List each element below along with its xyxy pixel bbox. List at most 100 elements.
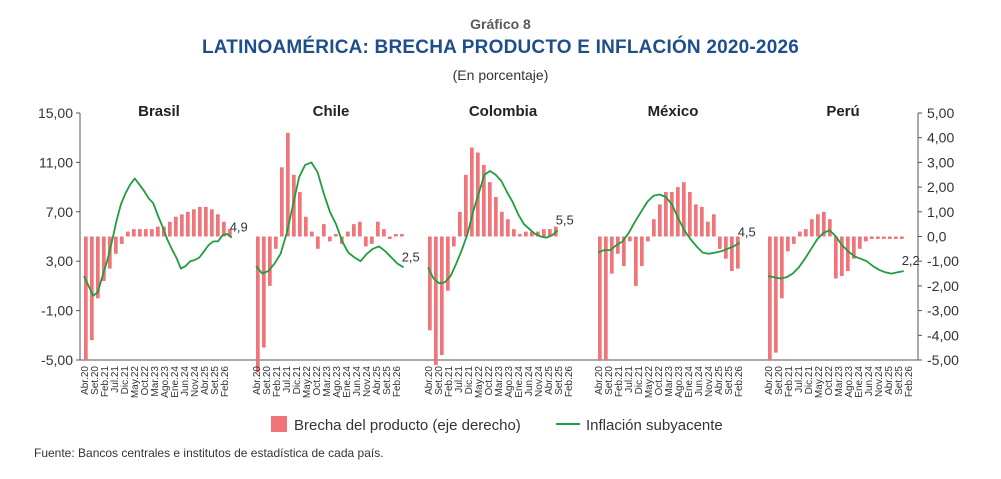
right-tick-label: 2,00 [927,179,954,195]
x-tick-label-chile: Dic.21 [292,366,303,395]
bar-colombia-10 [488,182,492,237]
line-brasil [83,177,233,297]
x-tick-label-per: Ene.24 [854,366,865,398]
end-label-per: 2,2 [902,253,920,268]
x-tick-label-chile: Ago.23 [332,366,343,398]
bar-mxico-2 [610,236,614,274]
bar-chile-2 [268,236,272,286]
bar-brasil-2 [96,236,100,299]
x-tick-label-chile: May.22 [302,366,313,398]
x-tick-label-brasil: May.22 [130,366,141,398]
bar-colombia-9 [482,164,486,237]
chart-supertitle: Gráfico 8 [470,16,531,32]
bar-per-4 [792,236,796,244]
bar-chile-9 [310,231,314,237]
x-tick-label-per: Abr.20 [764,366,775,395]
x-tick-label-brasil: Oct.22 [140,366,151,396]
x-tick-label-mxico: Mar.23 [664,366,675,397]
bar-brasil-12 [156,226,160,237]
bar-mxico-5 [628,236,632,242]
left-tick-label: 11,00 [39,154,73,170]
x-tick-label-per: Set.20 [774,366,785,395]
end-label-mxico: 4,5 [738,225,756,240]
bar-brasil-6 [120,236,124,244]
bar-chile-3 [274,236,278,249]
bar-per-19 [882,236,886,239]
bar-chile-13 [334,234,338,237]
bar-brasil-11 [150,229,154,237]
bar-per-8 [816,214,820,237]
left-tick-label: 3,00 [46,253,73,269]
x-tick-label-brasil: Mar.23 [150,366,161,397]
bar-brasil-18 [192,209,196,237]
panel-title-per: Perú [826,103,859,120]
bar-colombia-2 [440,236,444,356]
bar-brasil-17 [186,211,190,237]
bar-brasil-21 [210,209,214,237]
bar-chile-0 [256,236,260,373]
bar-per-13 [846,236,850,272]
panel-title-mxico: México [648,103,699,120]
x-tick-label-mxico: Nov.24 [704,366,715,397]
right-tick-label: -3,00 [927,303,959,319]
x-tick-label-per: Oct.22 [824,366,835,396]
bar-colombia-0 [428,236,432,331]
bar-chile-19 [370,236,374,244]
bar-chile-17 [358,221,362,237]
bar-per-15 [858,236,862,249]
source-note: Fuente: Bancos centrales e institutos de… [34,446,384,460]
line-per [767,229,904,280]
x-tick-label-brasil: Set.25 [210,366,221,395]
bar-colombia-5 [458,211,462,237]
legend-bar-label: Brecha del producto (eje derecho) [294,417,521,434]
bar-colombia-16 [524,231,528,237]
bar-per-7 [810,219,814,237]
bar-per-14 [852,236,856,259]
x-tick-label-per: Feb.21 [784,366,795,398]
bar-chile-8 [304,216,308,237]
bar-brasil-0 [84,236,88,360]
x-tick-label-per: Ago.23 [844,366,855,398]
bar-mxico-6 [634,236,638,286]
bar-brasil-1 [90,236,94,341]
bar-chile-10 [316,236,320,249]
bar-colombia-17 [530,231,534,237]
bar-brasil-15 [174,216,178,237]
x-tick-label-per: Jul.21 [794,366,805,393]
bar-colombia-18 [536,231,540,237]
bar-per-9 [822,211,826,237]
bar-brasil-7 [126,231,130,237]
x-tick-label-mxico: Ene.24 [684,366,695,398]
panel-title-brasil: Brasil [138,103,180,120]
bar-per-11 [834,236,838,279]
bar-per-12 [840,236,844,276]
panel-title-colombia: Colombia [469,103,538,120]
bar-colombia-13 [506,219,510,237]
bar-brasil-22 [216,214,220,237]
bar-chile-24 [400,234,404,237]
x-tick-label-per: Jun.24 [864,366,875,396]
bar-brasil-3 [102,236,106,281]
x-tick-label-chile: Mar.23 [322,366,333,397]
x-tick-label-brasil: Abr.20 [80,366,91,395]
right-tick-label: -5,00 [927,352,959,368]
bar-brasil-24 [228,229,232,237]
line-chile [255,161,405,275]
bar-per-21 [894,236,898,239]
bar-mxico-9 [652,219,656,237]
chart-title: LATINOAMÉRICA: BRECHA PRODUCTO E INFLACI… [201,37,799,58]
line-colombia [427,170,559,285]
left-tick-label: 7,00 [46,204,73,220]
x-tick-label-mxico: Abr.20 [594,366,605,395]
x-tick-label-per: May.22 [814,366,825,398]
right-tick-label: -4,00 [927,327,959,343]
x-tick-label-mxico: May.22 [644,366,655,398]
bar-mxico-18 [706,221,710,237]
end-label-brasil: 4,9 [230,220,248,235]
bar-brasil-8 [132,229,136,237]
x-tick-label-colombia: Mar.23 [494,366,505,397]
bar-colombia-11 [494,197,498,237]
x-tick-label-brasil: Ago.23 [160,366,171,398]
end-label-colombia: 5,5 [556,212,574,227]
bar-colombia-12 [500,211,504,237]
